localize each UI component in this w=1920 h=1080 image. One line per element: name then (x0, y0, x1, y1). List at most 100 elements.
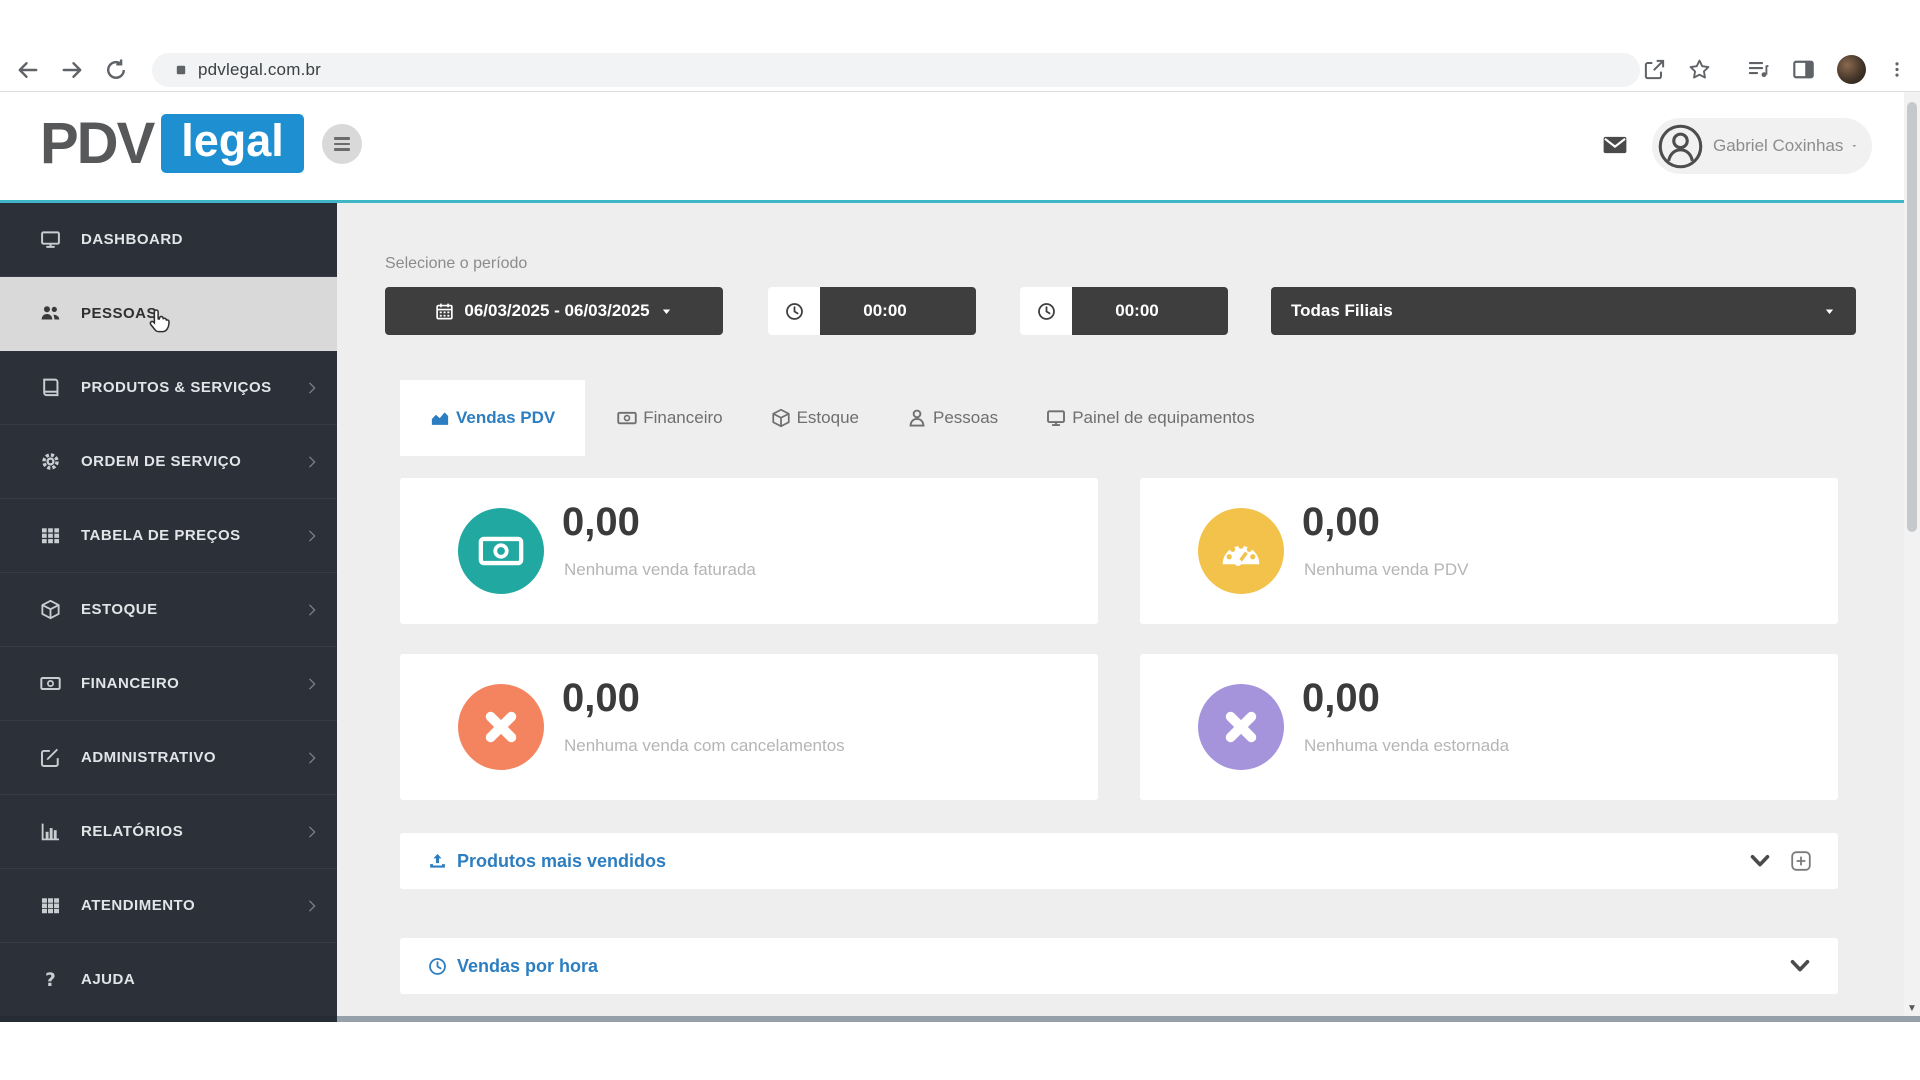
panel-title[interactable]: Vendas por hora (428, 956, 598, 977)
sidebar-item-label: RELATÓRIOS (81, 823, 184, 840)
stat-icon-circle (1198, 684, 1284, 770)
sidebar-item-atendimento[interactable]: ATENDIMENTO (0, 869, 337, 943)
scrollbar-down-arrow[interactable]: ▼ (1907, 1003, 1917, 1014)
sidebar-item-ordem-de-servico[interactable]: ORDEM DE SERVIÇO (0, 425, 337, 499)
stat-caption: Nenhuma venda estornada (1304, 736, 1510, 755)
scrollbar-thumb[interactable] (1907, 102, 1917, 532)
time-to-value: 00:00 (1115, 301, 1159, 320)
share-icon[interactable] (1643, 58, 1666, 81)
banknote-icon (40, 673, 61, 694)
calendar-icon (435, 302, 454, 321)
browser-profile-avatar[interactable] (1837, 55, 1866, 84)
sidebar-item-label: PRODUTOS & SERVIÇOS (81, 379, 272, 396)
stat-caption: Nenhuma venda PDV (1304, 560, 1469, 579)
panel-actions (1748, 849, 1812, 873)
stat-card-nenhuma-venda-faturada: 0,00 Nenhuma venda faturada (400, 478, 1098, 624)
app-logo: PDV legal (40, 110, 304, 177)
page-scrollbar[interactable]: ▼ (1904, 92, 1920, 1016)
sidebar-item-relatorios[interactable]: RELATÓRIOS (0, 795, 337, 869)
sidebar-item-ajuda[interactable]: ? AJUDA (0, 943, 337, 1017)
area-chart-icon (430, 408, 450, 428)
collapse-chevron-icon[interactable] (1788, 954, 1812, 978)
sidebar-item-tabela-de-precos[interactable]: TABELA DE PREÇOS (0, 499, 337, 573)
forward-icon[interactable] (60, 58, 84, 82)
cube-icon (40, 599, 61, 620)
panel-vendas-por-hora: Vendas por hora (400, 938, 1838, 994)
window-bottom-edge (337, 1016, 1920, 1022)
address-bar[interactable]: pdvlegal.com.br (152, 53, 1640, 87)
upload-icon (428, 852, 447, 871)
messages-icon[interactable] (1600, 132, 1630, 158)
sidebar-item-produtos-servicos[interactable]: PRODUTOS & SERVIÇOS (0, 351, 337, 425)
monitor-icon (40, 229, 61, 250)
chevron-right-icon (305, 603, 319, 617)
logo-pdv-text: PDV (40, 111, 155, 176)
stat-icon-circle (458, 684, 544, 770)
banknote-icon (478, 528, 524, 574)
tab-financeiro[interactable]: Financeiro (593, 380, 746, 456)
tab-label: Financeiro (643, 408, 723, 427)
clock-icon (785, 302, 804, 321)
sidebar-toggle-button[interactable] (322, 124, 362, 164)
tab-label: Pessoas (932, 408, 999, 427)
sidebar-item-administrativo[interactable]: ADMINISTRATIVO (0, 721, 337, 795)
branch-select[interactable]: Todas Filiais (1271, 287, 1856, 335)
user-avatar-icon (1658, 124, 1703, 169)
time-from-picker[interactable]: 00:00 (768, 287, 976, 335)
table-icon (40, 525, 61, 546)
panel-title[interactable]: Produtos mais vendidos (428, 851, 666, 872)
tab-painel-de-equipamentos[interactable]: Painel de equipamentos (1022, 380, 1278, 456)
sidebar-item-label: ESTOQUE (81, 601, 158, 618)
tab-estoque[interactable]: Estoque (747, 380, 883, 456)
back-icon[interactable] (16, 58, 40, 82)
window-bottom-edge (0, 1016, 337, 1022)
users-icon (40, 303, 61, 324)
sidebar-item-dashboard[interactable]: DASHBOARD (0, 203, 337, 277)
sidebar-item-financeiro[interactable]: FINANCEIRO (0, 647, 337, 721)
kebab-menu-icon[interactable] (1888, 58, 1906, 81)
period-label: Selecione o período (385, 255, 528, 272)
x-mark-icon (1218, 704, 1264, 750)
book-icon (40, 377, 61, 398)
panel-actions (1788, 954, 1812, 978)
collapse-chevron-icon[interactable] (1748, 849, 1772, 873)
question-icon: ? (40, 969, 61, 991)
chevron-right-icon (305, 381, 319, 395)
time-from-value: 00:00 (863, 301, 907, 320)
person-icon (907, 408, 927, 428)
sidebar-item-estoque[interactable]: ESTOQUE (0, 573, 337, 647)
date-range-value: 06/03/2025 - 06/03/2025 (464, 301, 650, 320)
user-caret-icon (1851, 139, 1858, 153)
branch-value: Todas Filiais (1291, 301, 1393, 320)
site-info-icon[interactable] (174, 63, 188, 77)
svg-text:?: ? (45, 970, 56, 990)
panel-produtos-mais-vendidos: Produtos mais vendidos (400, 833, 1838, 889)
tab-label: Vendas PDV (456, 408, 556, 427)
tab-label: Painel de equipamentos (1072, 408, 1255, 427)
date-range-picker[interactable]: 06/03/2025 - 06/03/2025 (385, 287, 723, 335)
sidebar-item-label: ATENDIMENTO (81, 897, 196, 914)
stat-card-nenhuma-venda-estornada: 0,00 Nenhuma venda estornada (1140, 654, 1838, 800)
reload-icon[interactable] (104, 58, 128, 82)
tab-pessoas[interactable]: Pessoas (883, 380, 1022, 456)
side-panel-icon[interactable] (1792, 58, 1815, 81)
sidebar-item-label: DASHBOARD (81, 231, 183, 248)
stat-icon-circle (1198, 508, 1284, 594)
branch-caret-icon (1823, 305, 1836, 318)
bookmark-star-icon[interactable] (1688, 58, 1711, 81)
time-to-picker[interactable]: 00:00 (1020, 287, 1228, 335)
user-menu[interactable]: Gabriel Coxinhas (1652, 118, 1872, 174)
sidebar-item-pessoas[interactable]: PESSOAS (0, 277, 337, 351)
stat-card-nenhuma-venda-pdv: 0,00 Nenhuma venda PDV (1140, 478, 1838, 624)
gear-icon (40, 451, 61, 472)
browser-actions (1643, 55, 1906, 84)
gauge-icon (1218, 528, 1264, 574)
stat-value: 0,00 (562, 500, 640, 544)
add-plus-square-icon[interactable] (1790, 850, 1812, 872)
stat-caption: Nenhuma venda com cancelamentos (564, 736, 845, 755)
reading-list-icon[interactable] (1747, 58, 1770, 81)
sidebar-item-label: ADMINISTRATIVO (81, 749, 217, 766)
cube-icon (771, 408, 791, 428)
tab-vendas-pdv[interactable]: Vendas PDV (400, 380, 586, 456)
dashboard-content: Selecione o período 06/03/2025 - 06/03/2… (337, 203, 1904, 1016)
